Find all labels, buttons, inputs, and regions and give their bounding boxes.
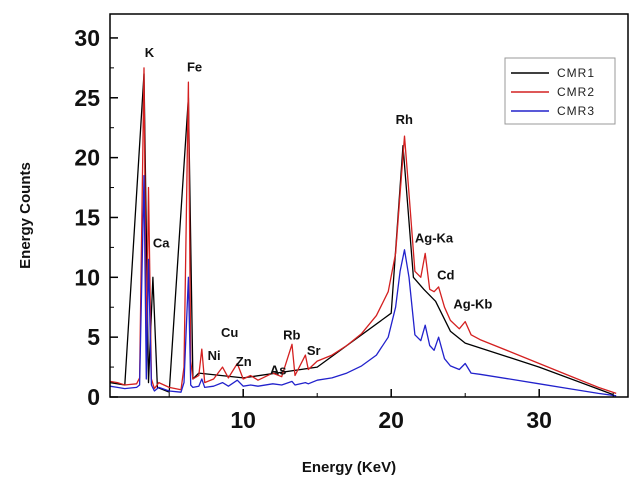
peak-label-zn: Zn: [236, 354, 252, 369]
y-tick-label: 0: [87, 384, 100, 410]
series-layer: [109, 67, 617, 397]
y-tick-label: 25: [74, 85, 100, 111]
legend-label-cmr1: CMR1: [557, 66, 595, 80]
peak-label-ag-kb: Ag-Kb: [453, 296, 492, 311]
y-tick-label: 5: [87, 324, 100, 350]
y-tick-label: 15: [74, 204, 100, 230]
peak-label-ag-ka: Ag-Ka: [415, 231, 454, 246]
y-tick-label: 30: [74, 25, 100, 51]
peak-label-ni: Ni: [208, 348, 221, 363]
x-tick-label: 30: [526, 407, 552, 433]
legend-label-cmr2: CMR2: [557, 85, 595, 99]
x-tick-label: 10: [230, 407, 256, 433]
legend: CMR1 CMR2 CMR3: [504, 57, 616, 125]
x-tick-label: 20: [378, 407, 404, 433]
legend-box: [504, 57, 616, 125]
peak-label-as: As: [270, 362, 287, 377]
y-tick-label: 20: [74, 145, 100, 171]
y-axis-label: Energy Counts: [17, 162, 34, 269]
plot-frame: [109, 13, 629, 398]
axes: 0 5 10 15 20 25 30 10 20 30: [74, 13, 629, 433]
legend-label-cmr3: CMR3: [557, 104, 595, 118]
peak-label-fe: Fe: [187, 59, 202, 74]
peak-label-ca: Ca: [153, 235, 170, 250]
peak-label-rh: Rh: [396, 112, 413, 127]
peak-label-cu: Cu: [221, 325, 238, 340]
x-axis-label: Energy (KeV): [302, 459, 396, 476]
peak-label-k: K: [145, 45, 155, 60]
y-tick-label: 10: [74, 264, 100, 290]
peak-label-rb: Rb: [283, 328, 300, 343]
series-line-cmr2: [109, 67, 617, 395]
peak-label-sr: Sr: [307, 343, 321, 358]
peak-label-cd: Cd: [437, 268, 454, 283]
series-line-cmr3: [109, 174, 617, 397]
